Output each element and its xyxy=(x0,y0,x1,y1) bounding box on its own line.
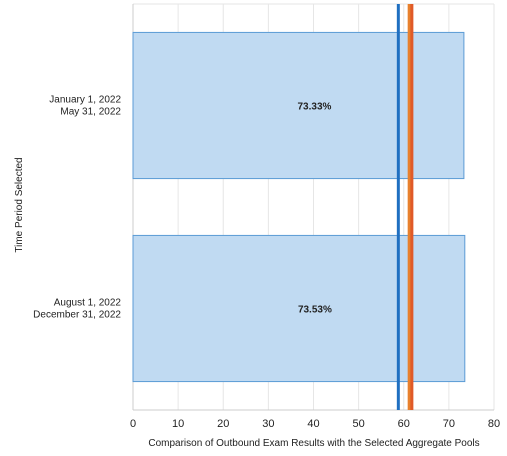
x-tick-label: 50 xyxy=(353,418,365,430)
data-labels: 73.33% 73.53% xyxy=(297,102,331,316)
bar-value-label: 73.53% xyxy=(298,305,332,316)
y-category-label: August 1, 2022 xyxy=(54,298,122,309)
y-category-label: December 31, 2022 xyxy=(33,310,121,321)
y-category-label: May 31, 2022 xyxy=(60,107,121,118)
x-tick-label: 40 xyxy=(307,418,319,430)
x-tick-label: 30 xyxy=(262,418,274,430)
x-tick-label: 70 xyxy=(443,418,455,430)
x-tick-label: 0 xyxy=(130,418,136,430)
x-tick-labels: 0 10 20 30 40 50 60 70 80 xyxy=(130,418,500,430)
x-tick-label: 20 xyxy=(217,418,229,430)
y-category-label: January 1, 2022 xyxy=(49,95,121,106)
x-axis-title: Comparison of Outbound Exam Results with… xyxy=(148,438,479,449)
bar-value-label: 73.33% xyxy=(297,102,331,113)
y-axis-title: Time Period Selected xyxy=(14,157,25,252)
x-tick-label: 10 xyxy=(172,418,184,430)
bars xyxy=(132,31,466,383)
x-tick-label: 80 xyxy=(488,418,500,430)
x-tick-label: 60 xyxy=(398,418,410,430)
reference-lines xyxy=(396,4,414,410)
